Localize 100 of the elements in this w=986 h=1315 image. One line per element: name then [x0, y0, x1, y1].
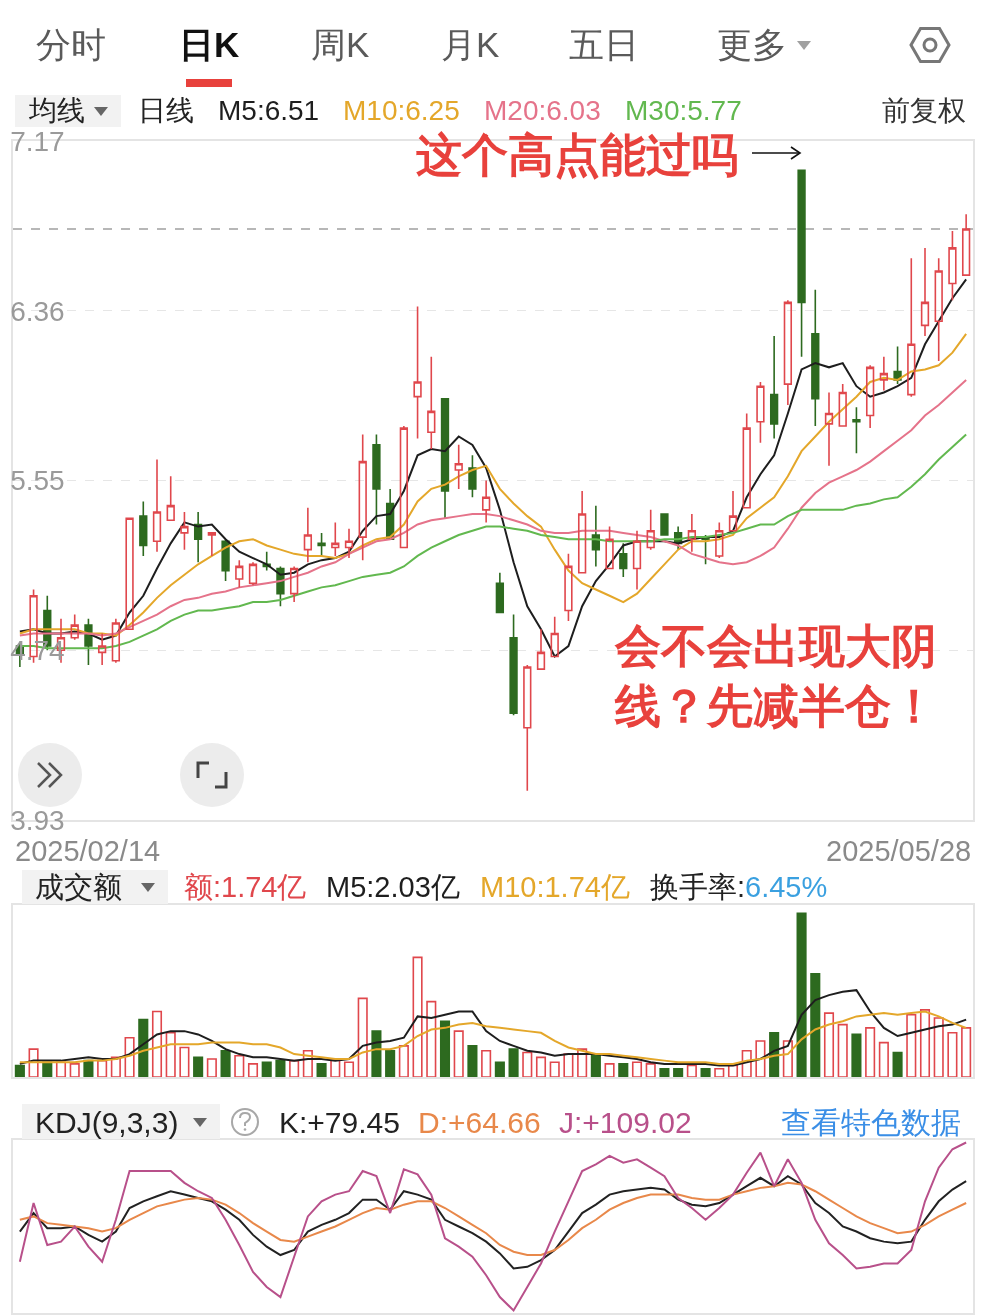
candlestick — [331, 521, 340, 557]
bar — [206, 1058, 217, 1077]
bar — [604, 1063, 615, 1077]
candlestick — [235, 559, 244, 589]
bar — [508, 1048, 519, 1077]
bar — [439, 1020, 451, 1077]
text: M5:2.03亿 — [326, 871, 460, 903]
text: 2025/02/14 — [15, 835, 161, 867]
candlestick — [139, 500, 148, 557]
bar — [563, 1053, 574, 1077]
bar — [151, 1010, 163, 1077]
candlestick — [783, 299, 793, 406]
candlestick — [934, 257, 943, 362]
chart-subtitle: 日线 — [138, 95, 194, 126]
candlestick — [838, 383, 847, 427]
bar — [686, 1064, 697, 1077]
candlestick — [509, 613, 518, 717]
bar — [535, 1056, 547, 1077]
bar — [247, 1063, 259, 1077]
bar — [220, 1049, 231, 1077]
bar — [645, 1063, 656, 1077]
y-tick-label: 5.55 — [10, 465, 65, 497]
bar — [371, 1030, 382, 1077]
bar — [357, 997, 368, 1077]
text: 前复权 — [882, 95, 966, 126]
chart-title: 成交额 — [35, 871, 122, 903]
bar — [892, 1051, 903, 1077]
text: 2025/05/28 — [826, 835, 972, 867]
bar — [810, 973, 821, 1077]
candlestick — [344, 527, 354, 559]
candlestick — [468, 454, 477, 499]
bar — [906, 1013, 917, 1077]
candlestick — [84, 618, 93, 666]
candlestick — [125, 517, 134, 631]
chart-title: KDJ(9,3,3) — [35, 1106, 179, 1139]
candlestick — [811, 288, 820, 427]
chart-title: 均线 — [28, 95, 85, 126]
bar — [631, 1061, 643, 1077]
candlestick — [632, 530, 642, 591]
text: M20:6.03 — [484, 95, 601, 126]
candlestick — [152, 458, 162, 553]
text: 额:1.74亿 — [184, 871, 307, 903]
bar — [179, 1046, 190, 1077]
candlestick — [920, 247, 930, 337]
text: M10:1.74亿 — [480, 871, 630, 903]
candlestick — [687, 513, 697, 553]
text: 更多 — [717, 25, 787, 64]
bar — [659, 1068, 670, 1077]
bar — [865, 1027, 876, 1077]
candlestick — [619, 542, 628, 578]
candlestick — [358, 433, 367, 561]
bar — [481, 1049, 492, 1077]
series-label: J:+109.02 — [559, 1106, 692, 1139]
bar — [316, 1063, 327, 1077]
bar — [494, 1061, 505, 1077]
bar — [837, 1023, 848, 1077]
bar — [700, 1068, 711, 1077]
candlestick — [289, 565, 299, 603]
candlestick — [852, 406, 861, 455]
candlestick — [481, 479, 491, 524]
bar — [193, 1056, 204, 1077]
bar — [878, 1041, 889, 1077]
text: M10:6.25 — [343, 95, 460, 126]
bar — [453, 1030, 464, 1077]
text: M30:5.77 — [625, 95, 742, 126]
candlestick — [399, 425, 409, 549]
bar — [714, 1068, 725, 1077]
candlestick — [948, 230, 957, 302]
bar — [549, 1061, 560, 1077]
candlestick — [372, 433, 381, 526]
text: 分时 — [36, 25, 106, 64]
bar — [398, 1045, 409, 1077]
candlestick — [961, 213, 971, 276]
candlestick — [769, 335, 779, 440]
text: 月K — [441, 25, 500, 64]
y-tick-label: 6.36 — [10, 295, 65, 327]
series-label: K:+79.45 — [279, 1106, 400, 1139]
candlestick — [536, 628, 546, 670]
candlestick — [591, 504, 601, 568]
candlestick — [728, 490, 738, 532]
candlestick — [797, 169, 806, 358]
candlestick — [564, 553, 573, 622]
annotation: 会不会出现大阴线？先减半仓！ — [614, 621, 937, 732]
candlestick — [865, 364, 875, 429]
bar — [412, 956, 423, 1077]
candlestick — [166, 475, 175, 522]
bar — [261, 1061, 272, 1077]
candlestick — [97, 632, 107, 666]
candlestick — [495, 571, 505, 614]
bar — [851, 1033, 862, 1077]
bar — [69, 1063, 80, 1077]
candlestick — [879, 356, 889, 392]
bar — [426, 1000, 437, 1077]
candlestick — [577, 490, 587, 574]
candlestick — [605, 525, 614, 570]
text: 查看特色数据 — [781, 1106, 961, 1139]
bar — [796, 912, 807, 1077]
text: 6.45% — [745, 871, 828, 903]
candlestick — [646, 509, 655, 551]
bar — [618, 1063, 629, 1077]
